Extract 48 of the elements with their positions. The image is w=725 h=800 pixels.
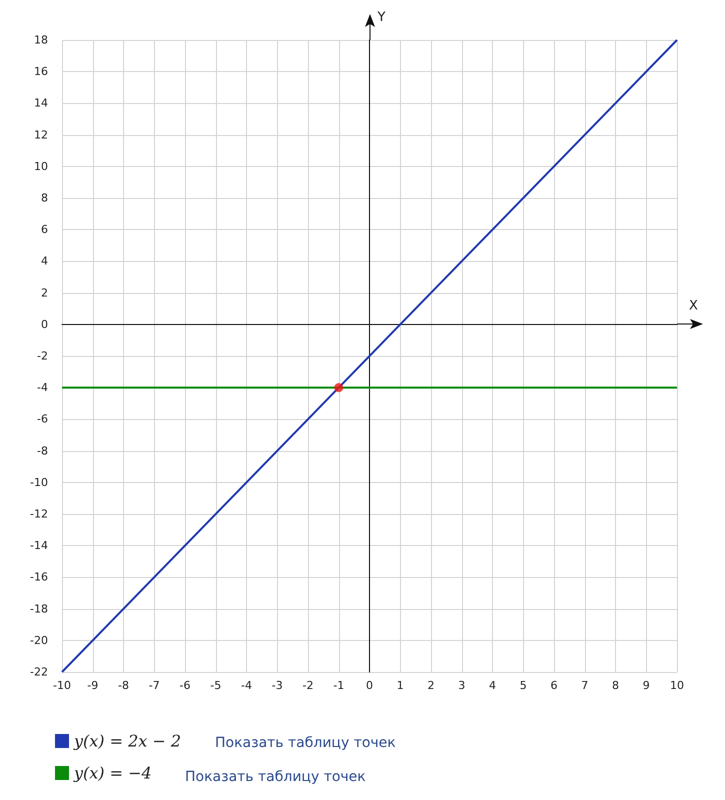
x-tick-label: -5 [210, 679, 222, 692]
x-tick-label: 0 [366, 679, 373, 692]
x-tick-label: 5 [520, 679, 527, 692]
x-tick-label: 7 [581, 679, 588, 692]
x-tick-label: -2 [302, 679, 314, 692]
y-tick-label: 8 [41, 192, 48, 204]
x-tick-label: 1 [396, 679, 404, 692]
x-tick-label: 8 [612, 679, 619, 692]
x-tick-label: -3 [272, 679, 283, 692]
x-tick-label: -8 [118, 679, 129, 692]
x-tick-label: 2 [428, 679, 434, 692]
x-tick-label: 4 [489, 679, 496, 692]
y-axis-title: Y [376, 10, 386, 25]
y-tick-label: 4 [41, 254, 48, 268]
y-tick-label: 12 [34, 128, 48, 142]
legend-label: y(x) = −4 [73, 764, 152, 782]
y-tick-label: 16 [34, 65, 48, 78]
y-tick-label: 18 [34, 34, 48, 46]
y-tick-label: 10 [34, 160, 48, 173]
y-tick-label: -6 [37, 412, 48, 426]
x-tick-label: -6 [180, 679, 190, 692]
y-tick-label: -12 [30, 508, 48, 520]
x-tick-label: 10 [670, 679, 684, 692]
x-tick-label: 3 [458, 679, 466, 692]
y-tick-label: 0 [41, 318, 48, 331]
x-tick-label: 6 [550, 679, 558, 692]
x-tick-label: -9 [87, 679, 98, 692]
y-tick-label: -20 [30, 634, 48, 647]
x-axis-title: X [689, 298, 698, 314]
text: Показать таблицу точек [185, 769, 366, 785]
x-tick-label: -4 [241, 679, 252, 692]
y-tick-label: -16 [30, 570, 48, 584]
y-tick-label: -22 [30, 666, 48, 678]
x-tick-label: -7 [148, 679, 160, 692]
y-tick-label: -10 [30, 476, 48, 489]
y-tick-label: 2 [41, 286, 48, 300]
text: Показать таблицу точек [215, 735, 396, 751]
y-tick-label: -8 [37, 444, 48, 458]
y-tick-label: -14 [30, 539, 48, 552]
x-tick-label: -10 [53, 679, 71, 692]
y-tick-label: 6 [41, 223, 48, 236]
y-tick-label: 14 [34, 96, 48, 110]
y-tick-label: -18 [30, 602, 48, 616]
x-tick-label: -1 [333, 679, 344, 692]
y-tick-label: -4 [37, 381, 48, 394]
y-tick-label: -2 [37, 350, 48, 362]
x-tick-label: 9 [642, 679, 650, 692]
legend-label: y(x) = 2x − 2 [73, 732, 182, 750]
